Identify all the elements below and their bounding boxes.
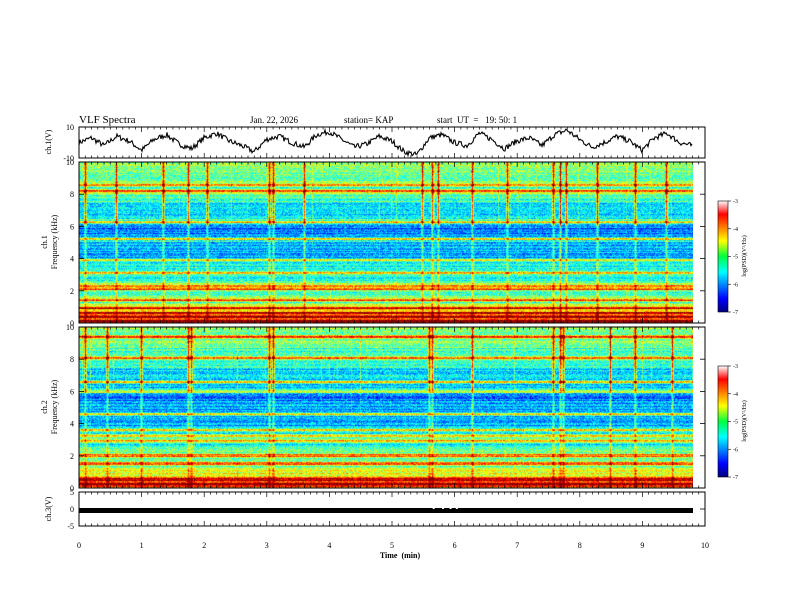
ch1-spectrogram-ytick-label: 0 bbox=[70, 319, 74, 328]
ch2-spectrogram-ylabel-ch: ch.2 bbox=[40, 400, 49, 414]
ch2-colorbar bbox=[717, 365, 729, 478]
ch2-spectrogram-ytick-label: 2 bbox=[70, 452, 74, 461]
ch1-spectrogram-ytick-label: 6 bbox=[70, 222, 74, 231]
header-date: Jan. 22, 2026 bbox=[250, 115, 298, 125]
header-station: station= KAP bbox=[344, 115, 393, 125]
colorbar-tick-label: -5 bbox=[733, 255, 738, 261]
colorbar-tick-label: -4 bbox=[733, 392, 738, 398]
ch2-spectrogram-ytick-label: 10 bbox=[66, 323, 74, 332]
figure-title: VLF Spectra bbox=[79, 114, 136, 126]
x-tick-label: 9 bbox=[640, 541, 644, 550]
ch3-trace-line bbox=[79, 508, 693, 513]
ch2-spectrogram-ytick-label: 8 bbox=[70, 355, 74, 364]
colorbar-tick-label: -4 bbox=[733, 227, 738, 233]
colorbar-tick-label: -7 bbox=[733, 475, 738, 481]
ch2-spectrogram-ylabel-freq: Frequency (kHz) bbox=[50, 379, 59, 434]
colorbar-tick-label: -6 bbox=[733, 282, 738, 288]
header-start-time: start UT = 19: 50: 1 bbox=[437, 115, 517, 125]
ch1-spectrogram-ytick-label: 10 bbox=[66, 158, 74, 167]
ch1-waveform-ylabel: ch.1(V) bbox=[44, 129, 53, 154]
x-tick-label: 8 bbox=[578, 541, 582, 550]
x-tick-label: 7 bbox=[515, 541, 519, 550]
ch1-colorbar-ticks: -3 -4 -5 -6 -7 bbox=[728, 199, 738, 316]
colorbar-tick-label: -3 bbox=[733, 364, 738, 370]
ch1-spectrogram-ytick-label: 8 bbox=[70, 190, 74, 199]
ch3-trace-gaps bbox=[432, 507, 458, 509]
ch3-ytick-label: 0 bbox=[70, 505, 74, 514]
ch2-colorbar-label: log(PSD)(V²/Hz) bbox=[741, 400, 748, 441]
x-tick-label: 3 bbox=[265, 541, 269, 550]
x-tick-label: 0 bbox=[77, 541, 81, 550]
x-tick-label: 6 bbox=[453, 541, 457, 550]
ch1-colorbar bbox=[717, 200, 729, 313]
ch3-ytick-label: -5 bbox=[67, 522, 74, 531]
colorbar-tick-label: -7 bbox=[733, 310, 738, 316]
ch3-gap bbox=[432, 507, 435, 509]
ch2-blank-strip bbox=[693, 327, 705, 488]
ch1-waveform-line bbox=[78, 127, 693, 158]
ch1-waveform-ytick-label: 10 bbox=[66, 123, 74, 132]
colorbar-tick-label: -3 bbox=[733, 199, 738, 205]
ch1-spectrogram-ylabel-freq: Frequency (kHz) bbox=[50, 214, 59, 269]
x-axis-label: Time (min) bbox=[380, 551, 421, 560]
x-tick-label: 4 bbox=[327, 541, 331, 550]
ch3-ylabel: ch.3(V) bbox=[44, 496, 53, 521]
ch2-colorbar-ticks: -3 -4 -5 -6 -7 bbox=[728, 364, 738, 481]
x-tick-label: 2 bbox=[202, 541, 206, 550]
ch1-spectrogram-ytick-label: 2 bbox=[70, 287, 74, 296]
ch1-colorbar-label: log(PSD)(V²/Hz) bbox=[741, 235, 748, 276]
ch2-spectrogram-ytick-label: 0 bbox=[70, 484, 74, 493]
x-tick-label: 1 bbox=[140, 541, 144, 550]
ch3-gap bbox=[449, 507, 452, 509]
ch1-blank-strip bbox=[693, 162, 705, 323]
colorbar-tick-label: -6 bbox=[733, 447, 738, 453]
ch1-spectrogram-image bbox=[79, 162, 693, 323]
ch1-spectrogram-ytick-label: 4 bbox=[70, 255, 74, 264]
ch3-gap bbox=[442, 507, 445, 509]
ch1-spectrogram-ylabel-ch: ch.1 bbox=[40, 235, 49, 249]
ch1-waveform-ytick-label: -10 bbox=[63, 154, 74, 163]
x-tick-label: 5 bbox=[390, 541, 394, 550]
ch3-gap bbox=[455, 507, 458, 509]
ch2-spectrogram-ytick-label: 4 bbox=[70, 420, 74, 429]
ch3-ytick-label: 5 bbox=[70, 488, 74, 497]
colorbar-tick-label: -5 bbox=[733, 420, 738, 426]
x-tick-label: 10 bbox=[701, 541, 709, 550]
ch2-spectrogram-image bbox=[79, 327, 693, 488]
ch2-spectrogram-ytick-label: 6 bbox=[70, 387, 74, 396]
